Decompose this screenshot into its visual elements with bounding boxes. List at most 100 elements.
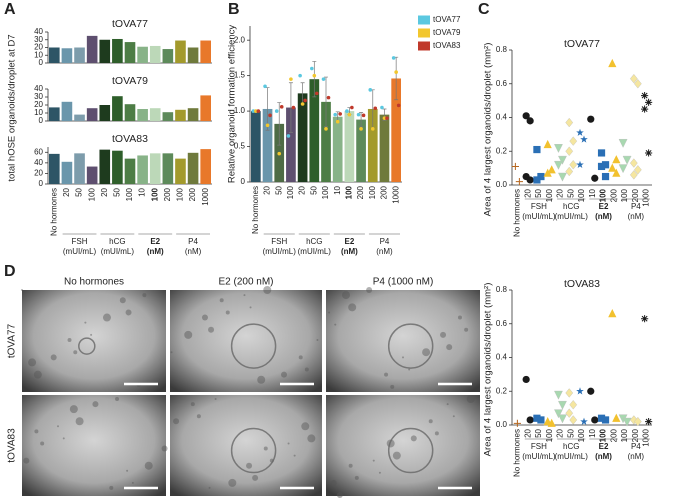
group-unit: (nM): [628, 212, 645, 221]
marker: [601, 416, 610, 424]
marker: [565, 146, 574, 156]
marker: [558, 172, 567, 182]
marker: [591, 174, 599, 182]
texture: [33, 370, 42, 379]
group-unit: (nM): [376, 247, 393, 256]
bar: [124, 104, 136, 121]
x-tick-label: 100: [599, 428, 608, 442]
bar: [137, 46, 148, 63]
marker: [580, 417, 588, 425]
marker: [641, 105, 649, 113]
marker: [565, 388, 574, 398]
texture: [102, 313, 111, 322]
marker: [641, 91, 649, 100]
marker: [569, 160, 578, 170]
data-point: [373, 106, 378, 111]
texture: [336, 491, 343, 498]
micrograph: [170, 290, 322, 392]
x-tick-label: 20: [100, 187, 109, 196]
y-tick-label: 0: [39, 179, 44, 188]
bar: [321, 101, 331, 182]
y-tick-label: 20: [34, 43, 43, 52]
bar: [61, 101, 73, 121]
organoid: [78, 337, 96, 355]
error-bar: [312, 61, 317, 98]
marker: [526, 416, 534, 424]
group-unit: (mUI/mL): [263, 247, 297, 256]
texture: [307, 434, 316, 443]
marker: [597, 162, 606, 171]
bar: [251, 111, 261, 182]
group-unit: (mUI/mL): [298, 247, 332, 256]
marker: [608, 309, 617, 318]
marker: [601, 172, 610, 181]
texture: [384, 372, 389, 377]
x-tick-label: 200: [163, 187, 172, 201]
bar: [74, 153, 85, 184]
texture: [119, 297, 126, 304]
y-tick-label: 0: [241, 177, 246, 186]
texture: [144, 461, 153, 470]
texture: [243, 294, 246, 297]
bar: [61, 48, 73, 63]
marker: [558, 155, 567, 165]
group-unit: (mUI/mL): [555, 212, 589, 221]
bar: [124, 42, 136, 63]
y-tick-label: 0.6: [496, 79, 508, 88]
y-tick-label: 0.0: [496, 180, 508, 189]
chart-title: tOVA83: [564, 278, 600, 290]
texture: [452, 415, 455, 418]
texture: [208, 486, 211, 489]
bar: [99, 39, 111, 63]
texture: [408, 368, 411, 371]
texture: [304, 367, 309, 372]
marker: [597, 414, 606, 422]
y-axis-label: Area of 4 largest organoids/droplet (mm²…: [483, 283, 494, 457]
texture: [457, 315, 462, 320]
group-label: hCG: [109, 237, 125, 246]
texture: [159, 378, 162, 381]
x-tick-label: 50: [566, 188, 575, 197]
y-tick-label: 0.8: [496, 45, 508, 54]
marker: [547, 165, 556, 174]
texture: [208, 326, 215, 333]
bar: [49, 153, 60, 184]
x-tick-label: 20: [62, 187, 71, 196]
group-label: hCG: [563, 442, 579, 451]
texture: [293, 454, 296, 457]
texture: [257, 375, 266, 384]
bar: [367, 108, 378, 182]
marker: [645, 149, 653, 157]
group-unit: (mUI/mL): [555, 452, 589, 461]
marker: [576, 160, 584, 168]
panel-label: C: [478, 1, 490, 18]
texture: [62, 437, 65, 440]
texture: [301, 422, 310, 431]
y-tick-label: 30: [34, 35, 43, 44]
data-point: [291, 105, 296, 110]
bar: [86, 108, 98, 121]
y-tick-label: 0.2: [496, 146, 508, 155]
legend-swatch: [418, 15, 430, 25]
y-tick-label: 0.8: [496, 285, 508, 294]
texture: [434, 431, 439, 436]
texture: [466, 395, 475, 404]
x-tick-label: 200: [188, 187, 197, 201]
marker: [612, 168, 621, 177]
texture: [366, 287, 373, 293]
marker: [633, 79, 642, 89]
y-tick-label: 0.6: [496, 319, 508, 328]
x-tick-label: 10: [588, 428, 597, 437]
data-point: [251, 109, 256, 113]
error-bar: [277, 102, 282, 146]
texture: [92, 401, 99, 408]
texture: [184, 330, 193, 339]
y-tick-label: 20: [34, 169, 43, 178]
texture: [75, 417, 84, 426]
x-tick-label: 200: [609, 188, 618, 202]
bar: [99, 105, 111, 121]
texture: [378, 471, 381, 474]
image-column-title: No hormones: [64, 277, 124, 288]
data-point: [356, 112, 361, 117]
y-tick-label: 0.2: [496, 386, 508, 395]
